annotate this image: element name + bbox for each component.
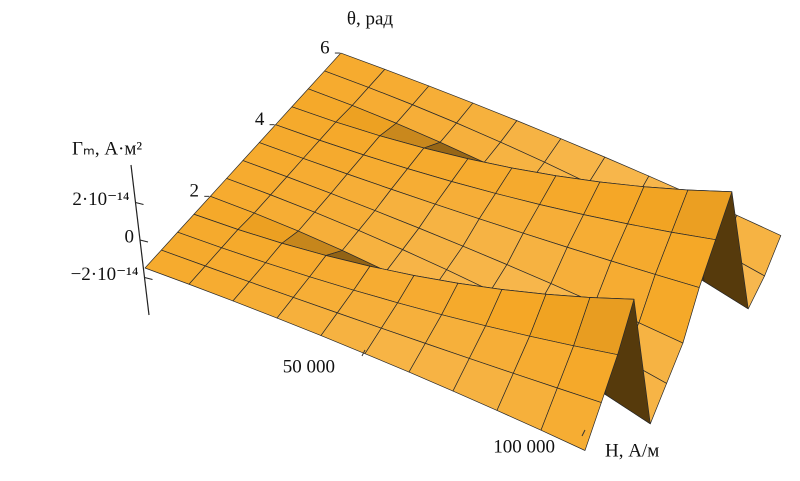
y-tick-label: 4: [255, 109, 265, 130]
x-tick-label: 100 000: [493, 436, 555, 457]
y-axis-title: θ, рад: [347, 8, 394, 29]
z-tick-label: 0: [125, 226, 135, 247]
x-tick-label: 50 000: [283, 356, 335, 377]
z-tick: [135, 202, 144, 205]
y-tick-label: 6: [320, 37, 330, 58]
surface-patch: [540, 387, 602, 451]
z-tick: [139, 239, 149, 243]
z-axis-title: Γₘ, А·м²: [72, 138, 142, 159]
z-tick: [144, 277, 153, 280]
y-tick-label: 2: [190, 181, 200, 202]
z-tick-label: −2·10⁻¹⁴: [71, 264, 139, 285]
x-tick: [361, 349, 366, 357]
x-axis-title: H, А/м: [605, 440, 659, 461]
z-tick-label: 2·10⁻¹⁴: [72, 189, 130, 210]
x-tick: [581, 429, 586, 437]
